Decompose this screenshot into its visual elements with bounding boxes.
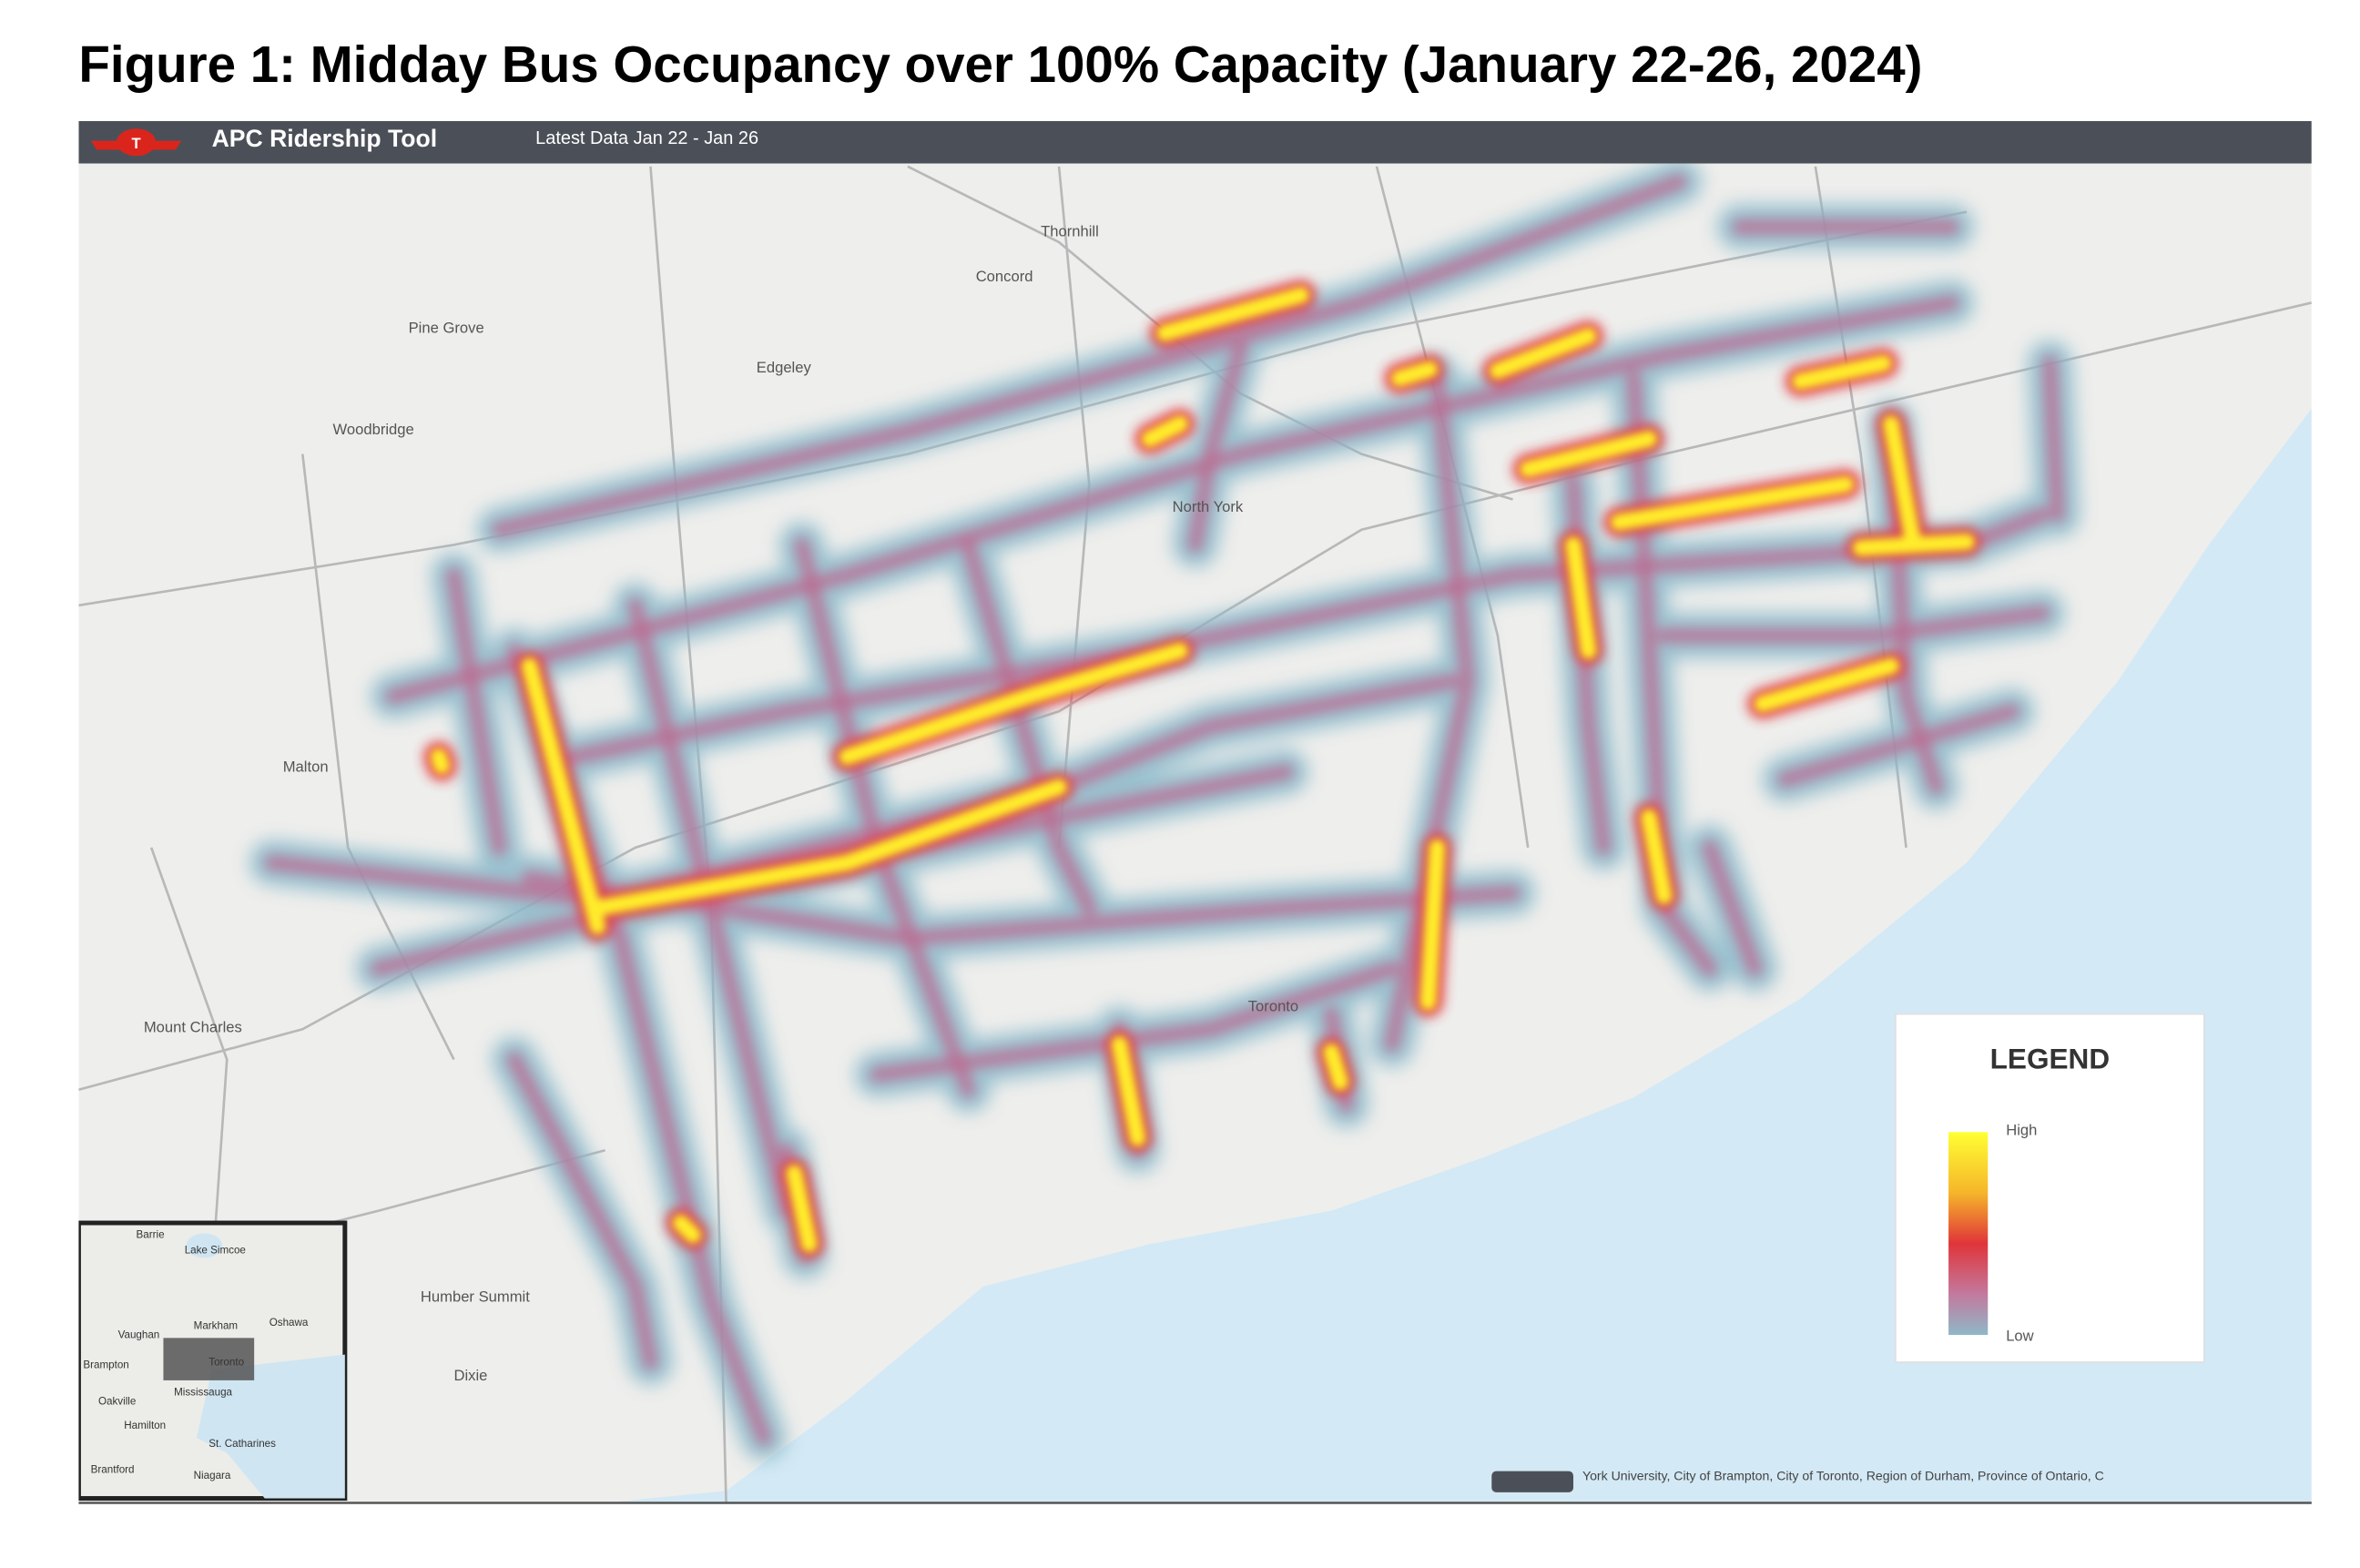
attribution: York University, City of Brampton, City …	[1582, 1469, 2104, 1483]
legend-high: High	[2006, 1122, 2037, 1139]
place-label: Thornhill	[1041, 222, 1099, 239]
road	[78, 301, 2312, 1092]
logo-mark: T	[131, 135, 140, 152]
heat-hotspot	[1882, 415, 1922, 554]
place-label: Mount Charles	[144, 1019, 242, 1036]
logo-circle	[116, 128, 157, 157]
place-label: Woodbridge	[333, 421, 414, 438]
heat-hotspot	[1390, 361, 1439, 387]
place-label: Pine Grove	[409, 320, 484, 337]
heat-hotspot	[1564, 536, 1597, 659]
latest-data: Latest Data Jan 22 - Jan 26	[535, 128, 758, 148]
heat-hotspot	[786, 1165, 819, 1253]
heat-hotspot	[1323, 1044, 1349, 1091]
legend-low: Low	[2006, 1328, 2034, 1345]
legend-title: LEGEND	[1990, 1042, 2111, 1074]
place-label: Toronto	[1248, 997, 1298, 1014]
heat-corridor-core	[446, 567, 507, 856]
heat-corridor-core	[1187, 340, 1248, 553]
heat-corridor-core	[961, 537, 1097, 916]
heat-corridor-core	[1702, 840, 1763, 977]
heat-corridor-core	[627, 597, 795, 1219]
place-label: Edgeley	[757, 359, 812, 376]
place-label: Humber Summit	[421, 1288, 530, 1305]
map: Thornhill Concord Edgeley Pine Grove Woodbri…	[78, 120, 2312, 1503]
place-label: Malton	[283, 759, 329, 776]
legend-gradient	[1948, 1132, 1989, 1336]
place-label: Concord	[976, 268, 1033, 285]
inset-label: Barrie	[137, 1229, 165, 1241]
inset-simcoe	[186, 1233, 223, 1258]
inset-label: Niagara	[194, 1470, 231, 1481]
heat-corridor-core	[506, 1052, 658, 1370]
place-label: Dixie	[453, 1367, 487, 1384]
ttc-logo: T	[90, 128, 182, 157]
legend: LEGEND High Low	[1895, 1013, 2205, 1363]
heat-hotspot	[1111, 1035, 1146, 1147]
heat-hotspot	[430, 748, 451, 775]
inset-label: Markham	[194, 1319, 238, 1331]
inset-label: Lake Simcoe	[185, 1244, 246, 1256]
attribution-toggle[interactable]	[1491, 1471, 1573, 1492]
inset-extent	[163, 1338, 255, 1380]
inset-label: Hamilton	[124, 1420, 166, 1431]
attribution-bar: York University, City of Brampton, City …	[1491, 1469, 2104, 1492]
inset-label: Brampton	[83, 1359, 128, 1371]
heat-corridor-core	[870, 961, 1399, 1083]
heat-hotspot	[521, 657, 606, 935]
inset-label: Vaughan	[118, 1329, 160, 1340]
heat-hotspot	[1610, 475, 1855, 531]
inset-label: St. Catharines	[209, 1438, 276, 1450]
heat-hotspot	[1156, 286, 1310, 341]
inset-label: Toronto	[209, 1356, 244, 1368]
heat-hotspot	[1640, 809, 1673, 905]
road	[649, 166, 727, 1503]
heat-hotspot	[1852, 533, 1976, 556]
heat-hotspot	[589, 854, 856, 917]
heat-corridor-core	[492, 174, 1687, 538]
inset-map: Barrie Lake Simcoe Markham Oshawa Vaughan Bra…	[78, 1220, 348, 1502]
heat-corridor-core	[1656, 605, 2050, 644]
legend-box	[1895, 1013, 2205, 1363]
road	[300, 453, 455, 1061]
heat-hotspot	[1754, 657, 1900, 713]
heat-hotspot	[1141, 415, 1189, 448]
heat-hotspot	[839, 779, 1068, 871]
figure-title: Figure 1: Midday Bus Occupancy over 100%…	[78, 36, 1922, 93]
lake-ontario	[605, 408, 2312, 1503]
heat-hotspot	[1489, 327, 1597, 380]
inset-label: Mississauga	[174, 1387, 232, 1399]
place-labels: Thornhill Concord Edgeley Pine Grove Woodbri…	[144, 222, 1298, 1384]
heat-hotspot	[672, 1214, 702, 1244]
place-label: North York	[1173, 498, 1244, 515]
header-bar	[78, 120, 2312, 164]
heat-corridor-core	[1384, 371, 1476, 1053]
inset-label: Brantford	[91, 1463, 135, 1475]
heat-hotspot	[1520, 430, 1658, 478]
app-name: APC Ridership Tool	[212, 125, 438, 152]
heat-corridor-core	[385, 295, 1959, 704]
heat-hotspot	[1792, 354, 1892, 391]
inset-label: Oakville	[98, 1395, 136, 1407]
heat-hotspot	[839, 642, 1189, 766]
inset-label: Oshawa	[270, 1317, 309, 1329]
heat-high	[430, 286, 1976, 1253]
heat-corridor-core	[1777, 703, 2020, 788]
heat-hotspot	[1419, 839, 1446, 1011]
inset-lake	[197, 1354, 345, 1499]
heat-corridor-core	[2042, 355, 2065, 523]
